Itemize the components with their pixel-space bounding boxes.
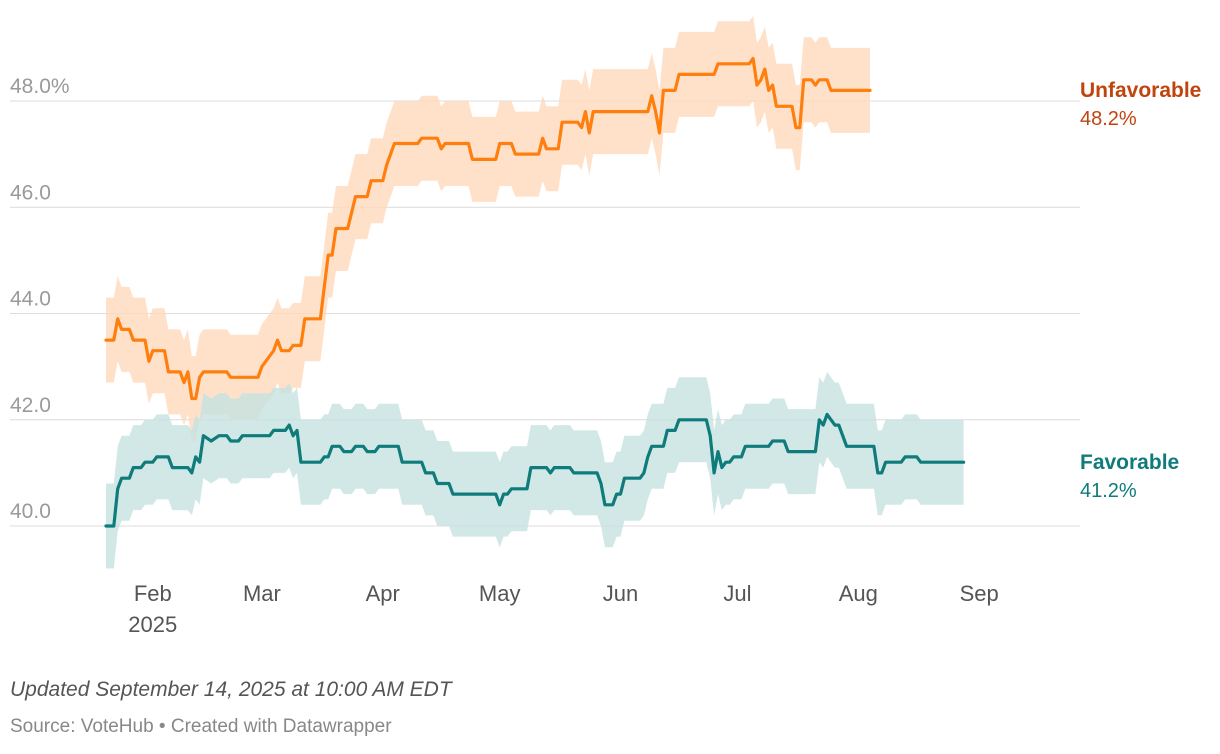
y-tick-label: 46.0: [10, 181, 51, 204]
x-tick-label: Aug: [839, 581, 878, 606]
source-credit: Source: VoteHub • Created with Datawrapp…: [10, 716, 392, 737]
unfavorable-line: [104, 56, 872, 401]
trend-chart: 40.0 42.0 44.0 46.0 48.0% Feb 2025 Mar Apr May Ju…: [10, 16, 1201, 637]
updated-note: Updated September 14, 2025 at 10:00 AM E…: [10, 678, 452, 701]
x-tick-year-label: 2025: [128, 612, 177, 637]
x-tick-label: Feb: [134, 581, 172, 606]
x-tick-label: Apr: [366, 581, 400, 606]
x-tick-label: May: [479, 581, 521, 606]
x-tick-label: Jul: [723, 581, 751, 606]
x-tick-label: Jun: [603, 581, 638, 606]
unfavorable-confidence-band: [106, 16, 870, 441]
favorable-label: Favorable: [1080, 451, 1179, 474]
unfavorable-label: Unfavorable: [1080, 79, 1201, 102]
favorable-confidence-band: [106, 371, 964, 569]
favorable-value: 41.2%: [1080, 480, 1137, 502]
series-lines: [104, 56, 966, 528]
unfavorable-value: 48.2%: [1080, 108, 1137, 130]
y-tick-label: 44.0: [10, 288, 51, 311]
favorable-line: [104, 412, 966, 528]
y-tick-label: 42.0: [10, 394, 51, 417]
y-tick-label: 48.0%: [10, 75, 70, 98]
x-tick-label: Mar: [243, 581, 281, 606]
y-tick-label: 40.0: [10, 500, 51, 523]
confidence-bands: [106, 16, 964, 569]
x-tick-label: Sep: [960, 581, 999, 606]
y-axis: 40.0 42.0 44.0 46.0 48.0%: [10, 75, 70, 523]
x-axis: Feb 2025 Mar Apr May Jun Jul Aug Sep: [128, 581, 998, 637]
